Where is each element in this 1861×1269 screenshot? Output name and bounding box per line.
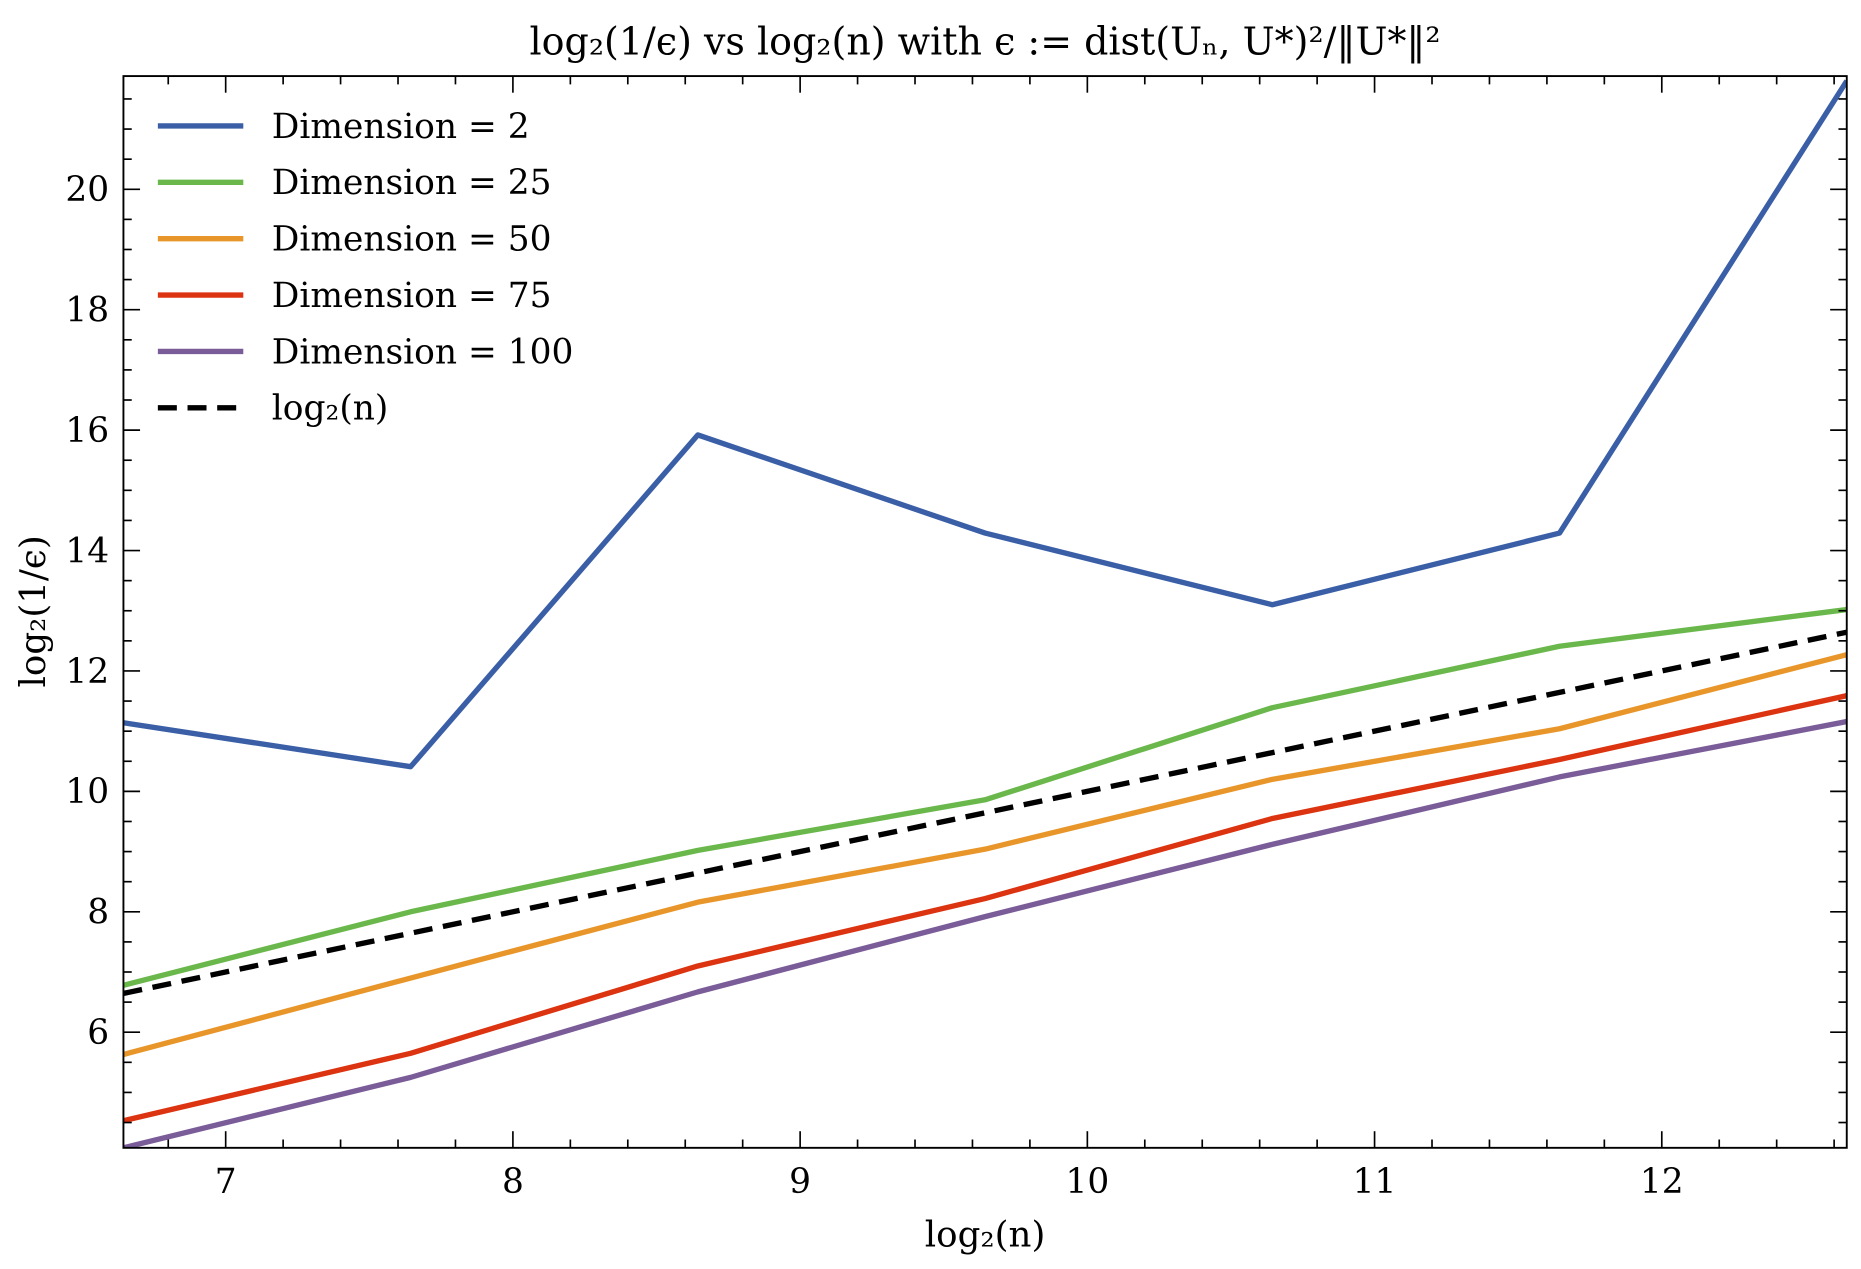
- y-tick-label: 14: [65, 531, 109, 571]
- legend-label-1: Dimension = 25: [272, 163, 552, 203]
- chart-title: log₂(1/ϵ) vs log₂(n) with ϵ := dist(Uₙ, …: [530, 20, 1441, 64]
- y-tick-label: 18: [65, 291, 109, 331]
- series-line-2: [123, 652, 1847, 1058]
- y-tick-label: 8: [87, 893, 109, 933]
- x-axis-label: log₂(n): [925, 1214, 1046, 1255]
- legend-label-2: Dimension = 50: [272, 220, 552, 260]
- x-tick-label: 9: [789, 1162, 811, 1202]
- y-tick-label: 6: [87, 1013, 109, 1053]
- series-line-5: [123, 629, 1847, 997]
- plot-frame: [122, 75, 1848, 1149]
- series-line-3: [123, 693, 1847, 1124]
- legend-label-3: Dimension = 75: [272, 276, 552, 316]
- legend-label-0: Dimension = 2: [272, 107, 530, 147]
- legend-label-5: log₂(n): [272, 389, 389, 429]
- y-axis-label: log₂(1/ϵ): [13, 535, 54, 687]
- y-tick-label: 10: [65, 772, 109, 812]
- x-tick-label: 11: [1353, 1162, 1397, 1202]
- x-tick-label: 12: [1640, 1162, 1684, 1202]
- series-line-4: [123, 718, 1847, 1148]
- x-tick-label: 7: [215, 1162, 237, 1202]
- x-tick-label: 8: [502, 1162, 524, 1202]
- y-tick-label: 16: [65, 411, 109, 451]
- x-tick-label: 10: [1065, 1162, 1109, 1202]
- y-tick-label: 20: [65, 170, 109, 210]
- series-line-1: [123, 606, 1847, 988]
- series-line-0: [123, 79, 1847, 770]
- legend-label-4: Dimension = 100: [272, 332, 574, 372]
- legend: Dimension = 2 Dimension = 25 Dimension = 5…: [157, 107, 574, 429]
- y-tick-label: 12: [65, 652, 109, 692]
